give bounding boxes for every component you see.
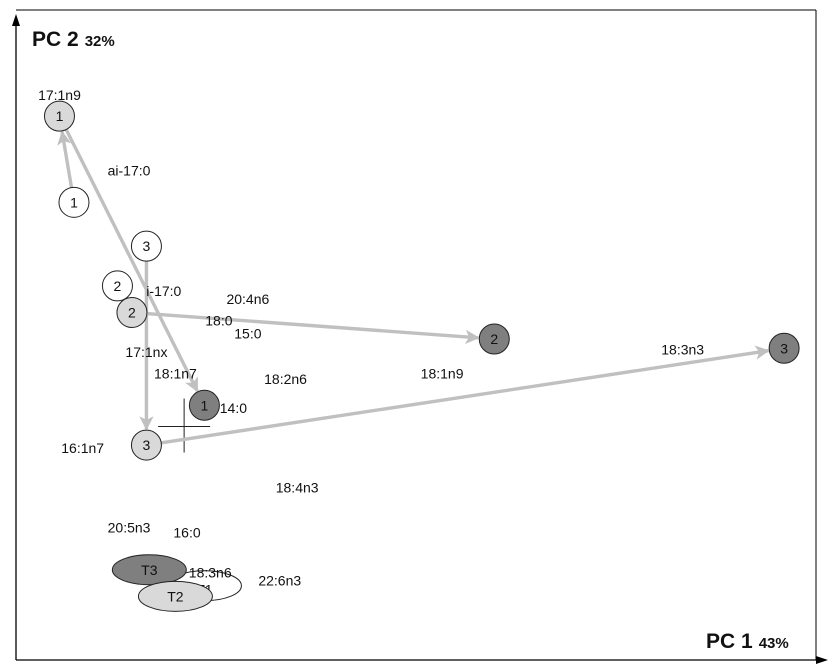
p-light-1-marker <box>43 100 75 132</box>
trajectory-arrow-5 <box>152 345 770 446</box>
ellipse-label-t2: T2 <box>167 588 184 604</box>
variable-label-15-0: 15:0 <box>234 326 261 342</box>
p-light-1-label: 1 <box>56 108 64 124</box>
p-white-2-label: 2 <box>114 278 122 294</box>
x-axis-title: PC 1 43% <box>706 630 789 653</box>
variable-label-18-1n7: 18:1n7 <box>154 365 197 381</box>
variable-label-17-1n9: 17:1n9 <box>38 87 81 103</box>
y-axis-arrowhead <box>12 14 20 26</box>
variable-label-20-5n3: 20:5n3 <box>108 519 151 535</box>
x-axis-arrowhead <box>816 656 828 664</box>
variable-label-18-1n9: 18:1n9 <box>421 365 464 381</box>
p-dark-2-label: 2 <box>490 331 498 347</box>
ellipse-t3 <box>111 554 187 586</box>
ellipse-label-t3: T3 <box>141 562 158 578</box>
p-white-3-marker <box>130 230 162 262</box>
p-white-1-marker <box>58 186 90 218</box>
variable-label-16-1n7: 16:1n7 <box>61 440 104 456</box>
trajectory-arrow-1 <box>57 130 75 197</box>
p-dark-3-marker <box>768 332 800 364</box>
p-white-1-label: 1 <box>70 194 78 210</box>
trajectory-arrow-2 <box>60 120 199 393</box>
variable-label-18-3n6: 18:3n6 <box>189 564 232 580</box>
y-axis-title: PC 2 32% <box>32 28 115 51</box>
variable-label-14-0: 14:0 <box>220 400 247 416</box>
ellipse-t2 <box>137 580 213 612</box>
p-light-2-marker <box>116 296 148 328</box>
p-light-2-label: 2 <box>128 304 136 320</box>
p-dark-3-label: 3 <box>780 340 788 356</box>
trajectory-arrow-4 <box>137 311 480 344</box>
variable-label-18-4n3: 18:4n3 <box>276 480 319 496</box>
variable-label-ai-17-0: ai-17:0 <box>108 163 151 179</box>
variable-label-17-1nx: 17:1nx <box>125 344 167 360</box>
variable-label-18-0: 18:0 <box>205 312 232 328</box>
variable-label-16-0: 16:0 <box>173 525 200 541</box>
p-dark-1-label: 1 <box>201 397 209 413</box>
variable-label-18-3n3: 18:3n3 <box>661 342 704 358</box>
p-light-3-label: 3 <box>143 437 151 453</box>
p-dark-2-marker <box>478 323 510 355</box>
p-dark-1-marker <box>188 389 220 421</box>
variable-label-i-17-0: i-17:0 <box>146 283 181 299</box>
p-light-3-marker <box>130 429 162 461</box>
p-white-2-marker <box>101 270 133 302</box>
p-white-3-label: 3 <box>143 238 151 254</box>
variable-label-20-4n6: 20:4n6 <box>226 291 269 307</box>
variable-label-22-6n3: 22:6n3 <box>258 572 301 588</box>
variable-label-18-2n6: 18:2n6 <box>264 371 307 387</box>
